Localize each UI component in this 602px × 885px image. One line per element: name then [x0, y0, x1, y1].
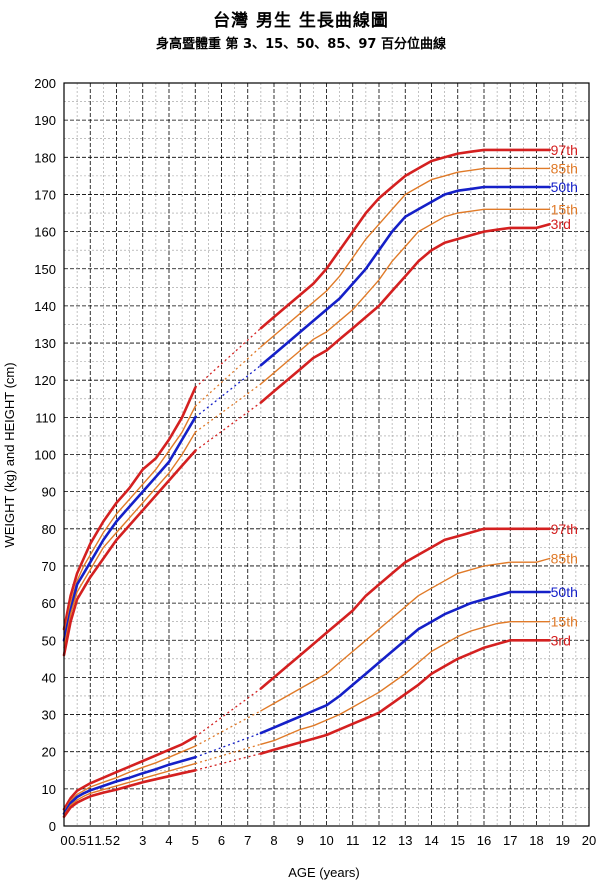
series-line-height-97th-late: [259, 148, 551, 330]
x-tick-label: 0: [60, 833, 67, 848]
y-tick-label: 60: [42, 596, 56, 611]
series-lines: [62, 148, 551, 819]
series-connector-weight-15th: [195, 743, 262, 765]
y-tick-label: 110: [35, 410, 56, 425]
y-tick-label: 20: [42, 745, 56, 760]
series-connector-height-15th: [194, 383, 262, 433]
x-tick-label: 5: [192, 833, 199, 848]
y-tick-label: 120: [34, 373, 56, 388]
x-tick-label: 13: [398, 833, 412, 848]
series-line-height-3rd-early: [62, 449, 197, 657]
x-tick-label: 3: [139, 833, 146, 848]
x-tick-label: 9: [297, 833, 304, 848]
series-label-height-50th: 50th: [551, 179, 578, 195]
x-tick-label: 2: [113, 833, 120, 848]
series-label-weight-97th: 97th: [551, 521, 578, 537]
dotted-connectors: [194, 327, 262, 771]
series-line-height-85th-late: [260, 167, 551, 348]
series-line-weight-50th-late: [259, 590, 551, 735]
x-tick-label: 4: [165, 833, 172, 848]
plot-frame: [63, 82, 590, 827]
x-tick-label: 20: [582, 833, 596, 848]
y-tick-label: 100: [34, 448, 56, 463]
x-tick-label: 14: [424, 833, 438, 848]
y-tick-label: 190: [34, 113, 56, 128]
x-tick-label: 12: [372, 833, 386, 848]
y-tick-label: 90: [42, 485, 56, 500]
x-tick-label: 11: [346, 833, 360, 848]
series-label-weight-3rd: 3rd: [551, 632, 571, 648]
grid: [63, 82, 590, 827]
series-line-weight-3rd-late: [259, 638, 551, 755]
series-line-height-15th-early: [63, 431, 197, 649]
series-connector-weight-3rd: [195, 752, 262, 771]
series-line-height-50th-early: [62, 415, 197, 642]
series-label-height-85th: 85th: [551, 160, 578, 176]
series-line-weight-97th-late: [259, 527, 551, 690]
y-axis-label: WEIGHT (kg) and HEIGHT (cm): [2, 362, 17, 547]
series-connector-height-50th: [194, 364, 262, 418]
y-tick-label: 80: [42, 522, 56, 537]
x-tick-label: 18: [529, 833, 543, 848]
chart-title: 台灣 男生 生長曲線圖: [213, 11, 389, 31]
y-tick-label: 50: [42, 633, 56, 648]
series-line-weight-15th-late: [260, 621, 551, 745]
x-tick-label: 7: [244, 833, 251, 848]
y-tick-label: 180: [34, 150, 56, 165]
series-line-height-3rd-late: [259, 222, 551, 404]
x-tick-label: 6: [218, 833, 225, 848]
y-tick-labels: 0 10 20 30 40 50 60 70 80 90 100 110 120 130 140 150 160…: [34, 76, 56, 834]
x-tick-label: 19: [556, 833, 570, 848]
x-tick-label: 1.5: [94, 833, 112, 848]
series-line-height-15th-late: [260, 208, 551, 385]
x-tick-label: 1: [87, 833, 94, 848]
series-line-weight-50th-early: [62, 755, 197, 816]
x-tick-label: 16: [477, 833, 491, 848]
series-connector-weight-97th: [194, 688, 262, 738]
series-label-height-15th: 15th: [551, 201, 578, 217]
series-label-weight-85th: 85th: [551, 551, 578, 567]
series-label-height-97th: 97th: [551, 142, 578, 158]
series-line-weight-15th-early: [63, 762, 197, 816]
series-line-weight-97th-early: [62, 735, 197, 811]
x-axis-label: AGE (years): [288, 865, 360, 880]
x-tick-label: 15: [451, 833, 465, 848]
y-tick-label: 200: [34, 76, 56, 91]
series-line-weight-3rd-early: [62, 768, 197, 819]
series-label-height-3rd: 3rd: [551, 216, 571, 232]
x-tick-label: 8: [270, 833, 277, 848]
y-tick-label: 130: [34, 336, 56, 351]
chart-subtitle: 身高暨體重 第 3、15、50、85、97 百分位曲線: [156, 37, 446, 52]
series-line-height-97th-early: [62, 386, 197, 631]
series-line-weight-85th-late: [260, 557, 551, 712]
y-tick-label: 140: [34, 299, 56, 314]
x-tick-labels: 0 0.5 1 1.5 2 3 4 5 6 7 8 9 10 11 12 13 14 15 16 17 18 19 20: [60, 833, 596, 848]
y-tick-label: 10: [42, 782, 56, 797]
y-tick-label: 70: [42, 559, 56, 574]
series-label-weight-50th: 50th: [551, 584, 578, 600]
x-tick-label: 10: [319, 833, 333, 848]
series-label-weight-15th: 15th: [551, 614, 578, 630]
y-tick-label: 30: [42, 708, 56, 723]
y-tick-label: 40: [42, 670, 56, 685]
y-tick-label: 160: [34, 225, 56, 240]
y-tick-label: 0: [49, 819, 56, 834]
series-connector-height-3rd: [194, 401, 262, 452]
series-line-weight-85th-early: [63, 745, 197, 813]
y-tick-label: 170: [34, 187, 56, 202]
y-tick-label: 150: [34, 262, 56, 277]
series-line-height-50th-late: [259, 185, 551, 367]
x-tick-label: 0.5: [68, 833, 86, 848]
series-connector-weight-50th: [195, 732, 262, 758]
series-line-height-85th-early: [63, 405, 197, 638]
x-tick-label: 17: [503, 833, 517, 848]
